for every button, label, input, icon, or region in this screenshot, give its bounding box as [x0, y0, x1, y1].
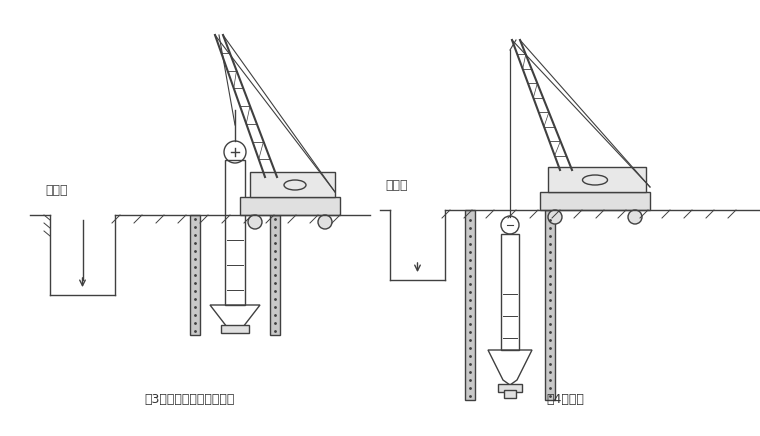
- Bar: [250, 172, 335, 197]
- Bar: [504, 390, 516, 398]
- Text: 泥浆池: 泥浆池: [45, 184, 68, 197]
- Text: （4）钻进: （4）钻进: [546, 393, 584, 406]
- Bar: [221, 325, 249, 333]
- Bar: [498, 384, 522, 392]
- Bar: [270, 215, 280, 335]
- Bar: [545, 210, 555, 400]
- Bar: [548, 167, 646, 192]
- Circle shape: [318, 215, 332, 229]
- Circle shape: [548, 210, 562, 224]
- Text: 泥浆池: 泥浆池: [385, 179, 407, 192]
- Text: （3）钻机就位、泥浆制备: （3）钻机就位、泥浆制备: [145, 393, 235, 406]
- Bar: [540, 192, 650, 210]
- Bar: [465, 210, 475, 400]
- Circle shape: [628, 210, 642, 224]
- Circle shape: [248, 215, 262, 229]
- Bar: [240, 197, 340, 215]
- Bar: [225, 160, 245, 305]
- Bar: [190, 215, 200, 335]
- Bar: [501, 234, 519, 350]
